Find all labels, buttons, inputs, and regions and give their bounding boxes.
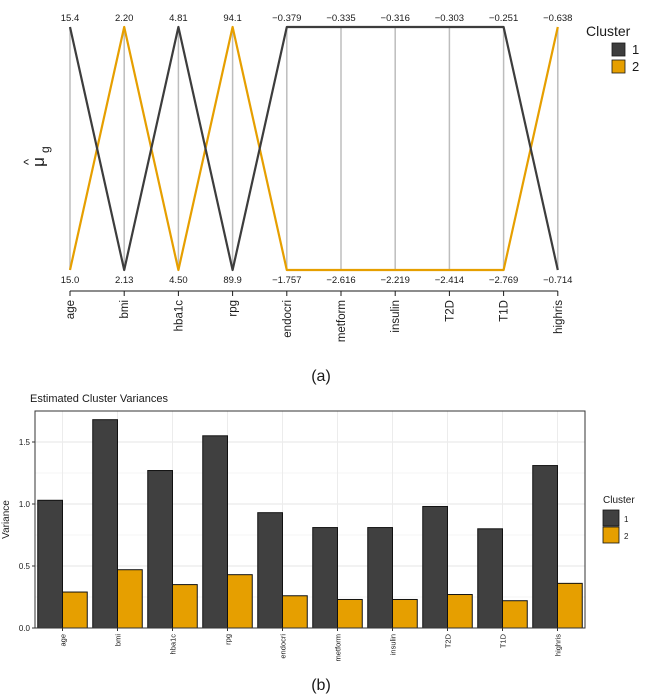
- cluster-2-profile-line: [68, 25, 559, 272]
- bottom-value-label-T2D: −2.414: [435, 275, 464, 286]
- parallel-coordinates-panel: 15.4 2.20 4.81 94.1 −0.379 −0.335 −0.316 −0.303…: [21, 13, 639, 385]
- panel-label-a: (a): [311, 368, 331, 385]
- bottom-value-label-rpg: 89.9: [223, 275, 242, 286]
- x-tick-label-bmi: bmi: [119, 300, 131, 319]
- bar-age-cluster-1: [37, 499, 63, 629]
- plot-border: [34, 410, 586, 629]
- bar-endocri-cluster-1: [257, 512, 283, 629]
- x-tick-label-metform: metform: [336, 300, 348, 342]
- bar-endocri-cluster-2: [282, 595, 308, 629]
- bottom-value-label-T1D: −2.769: [489, 275, 518, 286]
- bar-T1D-cluster-2: [502, 600, 528, 629]
- legend-label-cluster-1: 1: [624, 515, 629, 524]
- legend-swatch-cluster-2: [602, 526, 620, 544]
- bar-chart-panel: Estimated Cluster Variances 0.0 0.5 1.0 1.5 a…: [1, 393, 635, 694]
- legend-label-cluster-2: 2: [632, 59, 639, 74]
- x-tick-label-T1D: T1D: [499, 300, 511, 322]
- bar-T2D-cluster-1: [422, 505, 448, 629]
- x-tick-label-endocri: endocri: [282, 300, 294, 338]
- bar-metform-cluster-1: [312, 527, 338, 629]
- legend-label-cluster-1: 1: [632, 42, 639, 57]
- x-tick-label-T2D: T2D: [444, 633, 453, 648]
- bar-insulin-cluster-2: [392, 598, 418, 629]
- bar-highris-cluster-2: [557, 582, 583, 629]
- x-tick-label-rpg: rpg: [224, 634, 233, 645]
- x-tick-label-T2D: T2D: [444, 300, 456, 322]
- top-value-label-age: 15.4: [61, 13, 80, 24]
- y-axis-label-hat: ^: [21, 158, 36, 165]
- bar-rpg-cluster-1: [202, 435, 228, 629]
- bar-T1D-cluster-1: [477, 528, 503, 629]
- x-tick-label-highris: highris: [553, 300, 565, 334]
- bar-T2D-cluster-2: [447, 594, 473, 629]
- y-axis-label: μ^g: [21, 146, 52, 167]
- x-tick-label-endocri: endocri: [279, 634, 288, 659]
- chart-title: Estimated Cluster Variances: [30, 393, 168, 405]
- bottom-value-label-insulin: −2.219: [381, 275, 410, 286]
- legend-title: Cluster: [603, 495, 635, 506]
- x-tick-label-insulin: insulin: [390, 300, 402, 333]
- bar-hba1c-cluster-2: [172, 584, 198, 629]
- bottom-value-label-highris: −0.714: [543, 275, 572, 286]
- top-value-label-rpg: 94.1: [223, 13, 242, 24]
- top-value-label-T1D: −0.251: [489, 13, 518, 24]
- bar-bmi-cluster-2: [117, 569, 143, 629]
- x-tick-label-hba1c: hba1c: [169, 634, 178, 655]
- y-tick-label: 0.0: [19, 624, 31, 633]
- y-axis-label-subscript: g: [38, 146, 52, 153]
- top-value-label-T2D: −0.303: [435, 13, 464, 24]
- bottom-value-label-metform: −2.616: [326, 275, 355, 286]
- x-tick-label-hba1c: hba1c: [173, 300, 185, 332]
- x-tick-label-age: age: [65, 300, 77, 319]
- bar-rpg-cluster-2: [227, 574, 253, 629]
- top-value-label-hba1c: 4.81: [169, 13, 188, 24]
- legend-swatch-cluster-2: [611, 59, 626, 74]
- panel-label-b: (b): [311, 677, 331, 694]
- x-tick-label-bmi: bmi: [114, 634, 123, 646]
- legend-swatch-cluster-1: [611, 42, 626, 57]
- y-tick-label: 1.0: [19, 500, 31, 509]
- bar-bmi-cluster-1: [92, 419, 118, 629]
- y-tick-label: 1.5: [19, 438, 31, 447]
- x-tick-label-highris: highris: [554, 634, 563, 656]
- y-axis-title: Variance: [1, 500, 12, 539]
- x-tick-label-rpg: rpg: [228, 300, 240, 317]
- top-value-label-metform: −0.335: [326, 13, 355, 24]
- top-value-label-insulin: −0.316: [381, 13, 410, 24]
- top-value-label-bmi: 2.20: [115, 13, 134, 24]
- legend-title: Cluster: [586, 23, 631, 39]
- x-tick-label-age: age: [59, 634, 68, 647]
- bar-metform-cluster-2: [337, 598, 363, 629]
- top-value-label-highris: −0.638: [543, 13, 572, 24]
- bar-hba1c-cluster-1: [147, 470, 173, 629]
- bottom-value-label-bmi: 2.13: [115, 275, 134, 286]
- bar-highris-cluster-1: [532, 465, 558, 629]
- y-tick-label: 0.5: [19, 562, 31, 571]
- bottom-value-label-hba1c: 4.50: [169, 275, 188, 286]
- bar-age-cluster-2: [62, 591, 88, 629]
- legend-label-cluster-2: 2: [624, 532, 629, 541]
- x-tick-label-insulin: insulin: [389, 634, 398, 655]
- x-tick-label-T1D: T1D: [499, 633, 508, 648]
- bottom-value-label-endocri: −1.757: [272, 275, 301, 286]
- top-value-label-endocri: −0.379: [272, 13, 301, 24]
- y-axis-label-symbol: μ: [29, 157, 48, 167]
- legend-swatch-cluster-1: [602, 509, 620, 527]
- legend-b: Cluster 1 2: [602, 495, 635, 544]
- x-tick-label-metform: metform: [334, 634, 343, 662]
- bar-insulin-cluster-1: [367, 527, 393, 629]
- bottom-value-label-age: 15.0: [61, 275, 80, 286]
- cluster-1-profile-line: [68, 25, 559, 272]
